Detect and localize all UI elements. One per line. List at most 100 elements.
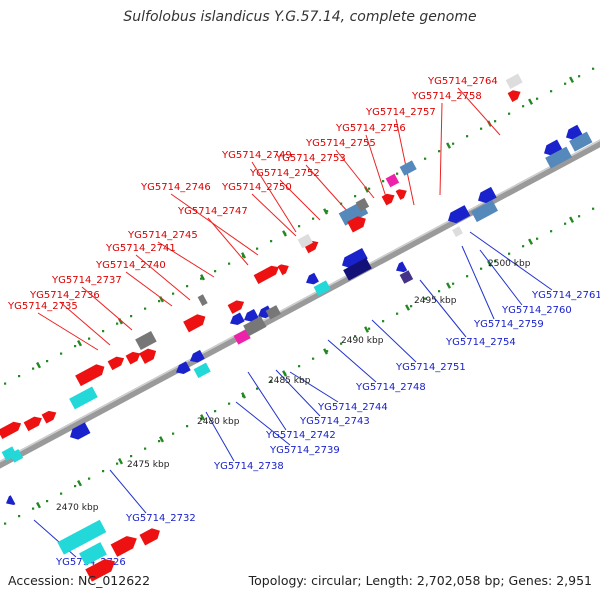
gene-feature <box>6 495 16 506</box>
tick-dot <box>480 127 483 130</box>
tick-major <box>323 348 329 355</box>
label-connector <box>135 254 191 301</box>
tick-major <box>200 274 206 281</box>
tick-dot <box>522 245 525 248</box>
gene-feature <box>190 349 205 363</box>
tick-major <box>77 339 83 347</box>
tick-dot <box>130 455 133 458</box>
scale-label: 2490 kbp <box>341 336 384 346</box>
reverse-gene-labels: YG5714_2761 YG5714_2760 YG5714_2759 YG5714_… <box>33 231 600 568</box>
gene-feature <box>79 542 107 566</box>
gene-feature <box>277 264 289 276</box>
gene-label-reverse: YG5714_2754 <box>445 337 516 348</box>
scale-label: 2470 kbp <box>56 503 99 513</box>
gene-label-forward: YG5714_2755 <box>305 138 376 149</box>
label-connector <box>59 301 111 346</box>
gene-label-reverse: YG5714_2748 <box>355 382 426 393</box>
tick-dot <box>158 300 161 303</box>
tick-dot <box>340 342 343 345</box>
gene-feature <box>23 416 42 432</box>
gene-feature <box>253 265 279 284</box>
tick-dot <box>200 277 203 280</box>
gene-label-forward: YG5714_2750 <box>221 182 292 193</box>
gene-label-forward: YG5714_2745 <box>127 230 198 241</box>
label-connector <box>109 469 147 514</box>
gene-label-forward: YG5714_2764 <box>427 76 498 87</box>
gene-label-forward: YG5714_2757 <box>365 107 436 118</box>
gene-label-reverse: YG5714_2739 <box>269 445 340 456</box>
label-connector <box>457 87 501 136</box>
tick-major <box>323 208 329 215</box>
tick-major <box>282 370 288 377</box>
gene-feature <box>381 193 395 206</box>
tick-dot <box>424 297 427 300</box>
label-connector <box>461 245 495 320</box>
label-connector <box>275 369 321 417</box>
tick-dot <box>522 105 525 108</box>
map-title: Sulfolobus islandicus Y.G.57.14, complet… <box>123 9 477 25</box>
tick-dot <box>172 292 175 295</box>
forward-strand-genes <box>57 519 160 582</box>
tick-dot <box>116 322 119 325</box>
tick-major <box>528 98 534 105</box>
tick-dot <box>536 237 539 240</box>
tick-major <box>36 501 42 509</box>
tick-major <box>77 479 83 487</box>
tick-dot <box>228 262 231 265</box>
gene-feature <box>478 186 497 204</box>
tick-major <box>200 414 206 421</box>
gene-feature <box>193 362 211 379</box>
tick-dot <box>592 207 595 210</box>
tick-dot <box>480 267 483 270</box>
label-connector <box>479 249 523 306</box>
gene-label-forward: YG5714_2747 <box>177 206 248 217</box>
gene-label-forward: YG5714_2746 <box>140 182 211 193</box>
tick-dot <box>494 260 497 263</box>
gene-label-reverse: YG5714_2759 <box>473 319 544 330</box>
tick-dot <box>270 380 273 383</box>
forward-gene-labels: YG5714_2764 YG5714_2758 YG5714_2757 YG5714_… <box>7 76 501 351</box>
gene-feature <box>313 280 331 296</box>
tick-dot <box>298 365 301 368</box>
gene-feature <box>135 330 157 351</box>
label-connector <box>439 102 443 196</box>
tick-dot <box>354 195 357 198</box>
gene-feature <box>569 131 593 152</box>
tick-dot <box>88 337 91 340</box>
tick-major <box>241 252 247 259</box>
gene-feature <box>139 348 157 364</box>
gene-label-reverse: YG5714_2738 <box>213 461 284 472</box>
gene-label-reverse: YG5714_2743 <box>299 416 370 427</box>
gene-label-forward: YG5714_2756 <box>335 123 406 134</box>
tick-dot <box>452 282 455 285</box>
tick-major <box>569 216 575 223</box>
tick-dot <box>564 222 567 225</box>
tick-major <box>364 326 370 333</box>
genome-axis <box>0 139 600 469</box>
label-connector <box>157 241 215 278</box>
gene-feature <box>448 205 471 224</box>
label-connector <box>335 149 375 199</box>
gene-feature <box>342 247 368 268</box>
gene-feature <box>107 356 125 371</box>
scale-label: 2485 kbp <box>268 376 311 386</box>
label-connector <box>327 339 377 383</box>
gene-feature <box>0 421 22 440</box>
gene-feature <box>243 316 267 337</box>
label-connector <box>37 312 99 351</box>
label-connector <box>305 164 349 213</box>
tick-dot <box>382 180 385 183</box>
label-connector <box>81 286 133 331</box>
gene-label-forward: YG5714_2735 <box>7 301 78 312</box>
tick-dot <box>32 367 35 370</box>
gene-feature <box>70 422 91 440</box>
gene-label-reverse: YG5714_2761 <box>531 290 600 301</box>
label-connector <box>235 401 291 446</box>
tick-dot <box>438 290 441 293</box>
gene-feature <box>355 197 370 212</box>
tick-dot <box>550 90 553 93</box>
tick-dot <box>32 507 35 510</box>
scale-labels: 2470 kbp 2475 kbp 2480 kbp 2485 kbp 2490 kbp… <box>56 259 531 513</box>
tick-dot <box>186 285 189 288</box>
